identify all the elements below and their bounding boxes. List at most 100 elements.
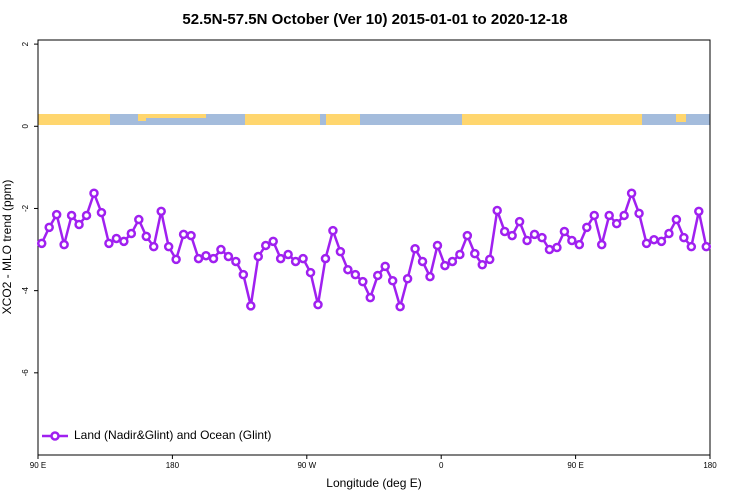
point <box>223 251 234 262</box>
point <box>582 222 592 233</box>
point <box>156 206 166 217</box>
point <box>81 210 92 221</box>
point <box>387 276 398 286</box>
point <box>552 242 562 253</box>
point <box>671 214 682 225</box>
x-tick-label: 180 <box>703 461 717 470</box>
point <box>111 233 122 244</box>
point <box>328 225 338 236</box>
point <box>492 205 502 216</box>
point <box>596 239 607 250</box>
point <box>283 249 293 260</box>
point <box>611 218 622 229</box>
point <box>231 256 241 267</box>
point <box>193 253 204 264</box>
point <box>626 188 637 199</box>
point <box>567 235 577 246</box>
point <box>507 230 517 241</box>
point <box>119 236 129 247</box>
point <box>402 273 413 284</box>
point <box>537 232 547 243</box>
x-axis-label: Longitude (deg E) <box>326 476 421 490</box>
point <box>484 254 495 265</box>
point <box>447 256 458 267</box>
y-axis-label: XCO2 - MLO trend (ppm) <box>0 180 14 315</box>
point <box>701 241 712 252</box>
point <box>589 210 600 221</box>
point <box>186 230 196 241</box>
point <box>59 239 69 250</box>
x-tick-label: 90 W <box>297 461 316 470</box>
point <box>522 235 532 246</box>
point <box>634 208 644 219</box>
point <box>455 249 465 260</box>
point <box>529 229 540 240</box>
point <box>36 238 47 249</box>
point <box>574 239 585 250</box>
point <box>320 253 331 264</box>
point <box>208 253 219 264</box>
point <box>74 219 84 230</box>
point <box>462 230 473 241</box>
point <box>470 248 480 259</box>
legend-label: Land (Nadir&Glint) and Ocean (Glint) <box>74 428 271 442</box>
y-tick-label: -4 <box>21 287 30 295</box>
point <box>335 246 346 257</box>
point <box>275 253 286 264</box>
chart-title: 52.5N-57.5N October (Ver 10) 2015-01-01 … <box>182 11 567 28</box>
y-tick-label: 0 <box>21 124 30 129</box>
point <box>126 228 137 239</box>
plot-frame <box>37 39 711 456</box>
point <box>89 188 99 199</box>
point <box>96 207 107 218</box>
y-tick-label: 2 <box>21 41 30 46</box>
point <box>619 210 629 221</box>
point <box>350 269 361 280</box>
point <box>440 260 450 271</box>
point <box>260 240 271 251</box>
point <box>641 238 652 249</box>
point <box>358 276 368 287</box>
point <box>51 209 62 220</box>
point <box>514 216 525 227</box>
point <box>559 226 570 237</box>
point <box>253 251 264 262</box>
point <box>171 254 181 265</box>
point <box>104 238 114 249</box>
y-tick-label: -6 <box>21 369 30 377</box>
point <box>694 206 704 217</box>
x-tick-label: 90 E <box>30 461 46 470</box>
point <box>372 270 383 281</box>
point <box>305 267 316 278</box>
x-tick-label: 90 E <box>567 461 583 470</box>
series-line <box>40 189 708 312</box>
point <box>380 261 390 272</box>
legend-marker <box>50 431 60 441</box>
point <box>246 301 256 311</box>
point <box>604 210 614 221</box>
point <box>664 228 674 239</box>
point <box>298 253 308 264</box>
point <box>141 231 152 242</box>
point <box>44 222 54 233</box>
land-mask <box>38 114 710 125</box>
point <box>656 236 667 247</box>
point <box>679 232 689 243</box>
point <box>178 229 189 240</box>
point <box>268 236 278 247</box>
x-tick-label: 0 <box>439 461 444 470</box>
point <box>544 244 555 255</box>
point <box>148 241 159 252</box>
point <box>163 241 174 252</box>
x-tick-label: 180 <box>166 461 180 470</box>
point <box>477 260 488 270</box>
point <box>66 210 77 221</box>
point <box>134 214 144 225</box>
point <box>686 241 697 252</box>
point <box>216 244 226 255</box>
point <box>425 271 435 282</box>
point <box>238 269 249 280</box>
y-tick-label: -2 <box>21 204 30 212</box>
point <box>417 256 428 267</box>
